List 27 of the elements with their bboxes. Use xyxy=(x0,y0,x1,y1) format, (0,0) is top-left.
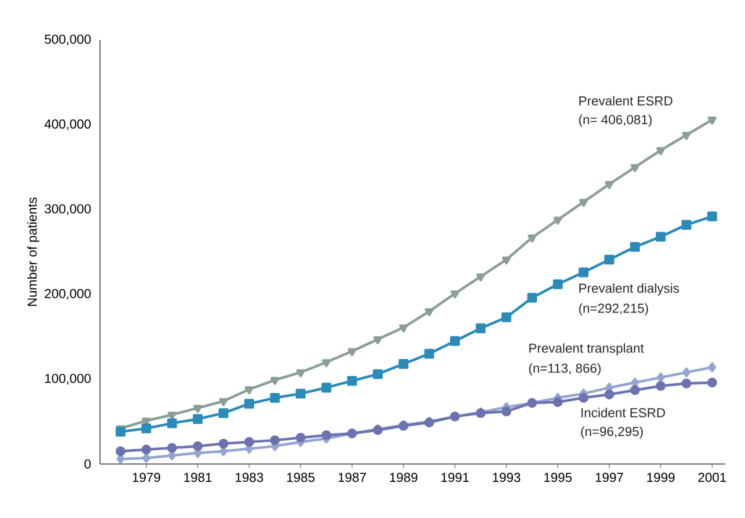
y-tick-label: 100,000 xyxy=(45,374,91,385)
y-tick-label: 200,000 xyxy=(44,289,91,300)
x-tick-label: 1983 xyxy=(236,472,264,482)
x-tick-label: 1989 xyxy=(390,472,418,482)
y-tick-label: 400,000 xyxy=(44,119,91,130)
y-tick-label: 500,000 xyxy=(44,34,91,46)
x-tick-label: 1979 xyxy=(132,472,160,482)
annotation: (n= 406,081) xyxy=(579,114,652,127)
x-tick-label: 1987 xyxy=(338,472,366,482)
x-tick-label: 1991 xyxy=(441,472,469,482)
y-tick-label: 300,000 xyxy=(44,204,91,215)
x-tick-label: 2001 xyxy=(698,472,726,482)
x-tick-label: 1997 xyxy=(596,472,624,482)
x-tick-label: 1981 xyxy=(184,472,212,482)
series-label: Prevalent dialysis xyxy=(579,283,680,296)
y-tick-label: 0 xyxy=(84,459,91,469)
annotation: (n=113, 866) xyxy=(529,363,601,376)
annotation: (n=292,215) xyxy=(579,303,648,316)
x-tick-label: 1995 xyxy=(544,472,572,482)
y-axis-title: Number of patients xyxy=(27,198,40,306)
series-label: Prevalent transplant xyxy=(529,343,644,356)
x-tick-label: 1985 xyxy=(287,472,315,482)
x-tick-label: 1999 xyxy=(647,472,675,482)
annotation: (n=96,295) xyxy=(581,426,643,439)
text: Prevalent ESRD xyxy=(579,96,672,106)
x-tick-label: 1993 xyxy=(492,472,520,482)
series-label: Incident ESRD xyxy=(582,408,665,418)
